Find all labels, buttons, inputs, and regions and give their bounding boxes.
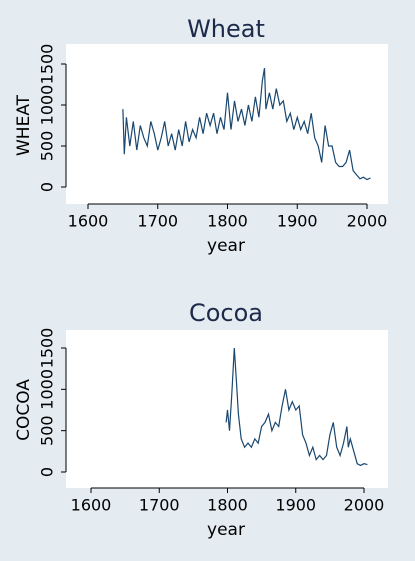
x-axis-title: year (207, 236, 245, 256)
data-line (225, 347, 368, 467)
y-tick-label: 1000 (38, 85, 57, 126)
y-tick-label: 1500 (38, 44, 57, 85)
y-tick-label: 500 (38, 415, 57, 446)
y-tick-label: 1500 (38, 328, 57, 369)
y-tick-label: 0 (38, 182, 57, 192)
x-tick-label: 1800 (207, 496, 248, 515)
x-tick-label: 1900 (275, 496, 316, 515)
x-axis-title: year (207, 520, 245, 540)
y-axis-title: COCOA (14, 379, 34, 441)
x-tick-label: 1700 (137, 212, 178, 231)
data-line (122, 67, 371, 181)
x-tick-label: 2000 (347, 212, 388, 231)
x-tick-label: 1900 (277, 212, 318, 231)
chart-title: Wheat (187, 15, 265, 43)
x-tick-label: 1600 (71, 496, 112, 515)
plot-region (66, 44, 388, 204)
y-tick-label: 500 (38, 131, 57, 162)
x-tick-label: 1600 (68, 212, 109, 231)
chart-title: Cocoa (189, 299, 263, 327)
x-tick-label: 1800 (207, 212, 248, 231)
plot-region (66, 330, 388, 488)
x-tick-label: 2000 (344, 496, 385, 515)
y-tick-label: 1000 (38, 369, 57, 410)
y-axis-title: WHEAT (14, 94, 34, 156)
x-tick-label: 1700 (139, 496, 180, 515)
y-tick-label: 0 (38, 467, 57, 477)
